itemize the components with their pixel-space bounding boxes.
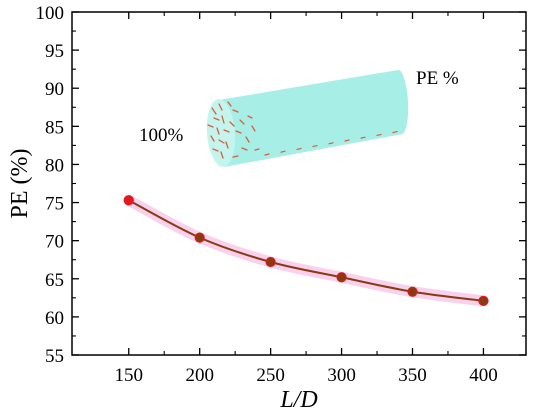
fiber-fragment: [218, 139, 225, 144]
y-tick-label: 100: [36, 3, 65, 24]
fiber-fragment: [247, 115, 253, 119]
annotation-pe-percent: PE %: [416, 68, 459, 89]
fiber-fragments: [207, 101, 398, 159]
confidence-band: [123, 194, 489, 307]
data-point: [336, 272, 347, 283]
fiber-fragment: [220, 151, 224, 159]
fiber-fragment: [360, 136, 366, 139]
y-tick-label: 95: [45, 41, 64, 62]
data-point: [407, 286, 418, 297]
y-tick-label: 70: [45, 232, 64, 253]
y-tick-label: 85: [45, 117, 64, 138]
fiber-fragment: [376, 133, 382, 136]
y-tick-label: 65: [45, 270, 64, 291]
fiber-fragment: [280, 150, 286, 153]
y-tick-label: 60: [45, 308, 64, 329]
y-tick-label: 55: [45, 346, 64, 367]
fiber-fragment: [212, 148, 219, 152]
y-tick-label: 90: [45, 79, 64, 100]
fiber-fragment: [229, 121, 235, 127]
x-tick-label: 200: [185, 365, 214, 386]
x-tick-label: 400: [469, 365, 498, 386]
x-tick-label: 250: [256, 365, 285, 386]
fiber-fragment: [227, 101, 232, 107]
x-axis-title: L/D: [279, 387, 317, 413]
plot-layer: 150 200 250 300 350 400 55 60 65 70 75 80 85 90 95 100 L…: [7, 3, 527, 413]
fiber-fragment: [235, 130, 242, 134]
cylinder-body: [219, 70, 403, 167]
fiber-fragment: [223, 129, 230, 133]
fiber-fragment: [245, 136, 250, 143]
data-point: [194, 232, 205, 243]
fiber-fragment: [221, 115, 225, 124]
fiber-fragment: [296, 147, 302, 150]
fiber-fragment: [207, 124, 214, 128]
fiber-fragment: [216, 127, 220, 135]
x-tick-label: 300: [327, 365, 356, 386]
cylinder-inset: 100% PE %: [139, 68, 459, 167]
plot-frame: [71, 11, 527, 356]
x-tick-label: 150: [115, 365, 144, 386]
annotation-100-percent: 100%: [139, 125, 184, 146]
data-point: [265, 256, 276, 268]
fiber-fragment: [239, 119, 245, 125]
fiber-fragment: [328, 142, 334, 145]
fiber-fragment: [241, 147, 248, 151]
series-line: [128, 199, 484, 302]
fiber-fragment: [232, 109, 239, 113]
y-axis-title: PE (%): [7, 149, 33, 219]
data-point: [123, 195, 134, 206]
fiber-fragment: [344, 139, 350, 142]
fiber-fragment: [392, 131, 398, 134]
fiber-fragment: [264, 153, 270, 156]
fiber-fragment: [251, 125, 256, 132]
data-point: [478, 295, 489, 306]
y-tick-label: 75: [45, 194, 64, 215]
fiber-fragment: [225, 141, 229, 149]
fiber-fragment: [232, 155, 239, 158]
fiber-fragment: [254, 148, 260, 151]
fiber-fragment: [213, 117, 220, 121]
cylinder-end-cap: [391, 70, 409, 134]
y-tick-label: 80: [45, 155, 64, 176]
fiber-fragment: [210, 135, 215, 142]
fiber-fragment: [312, 145, 318, 148]
x-tick-label: 350: [398, 365, 427, 386]
fiber-fragment: [211, 107, 217, 115]
fiber-fragment: [218, 103, 223, 111]
